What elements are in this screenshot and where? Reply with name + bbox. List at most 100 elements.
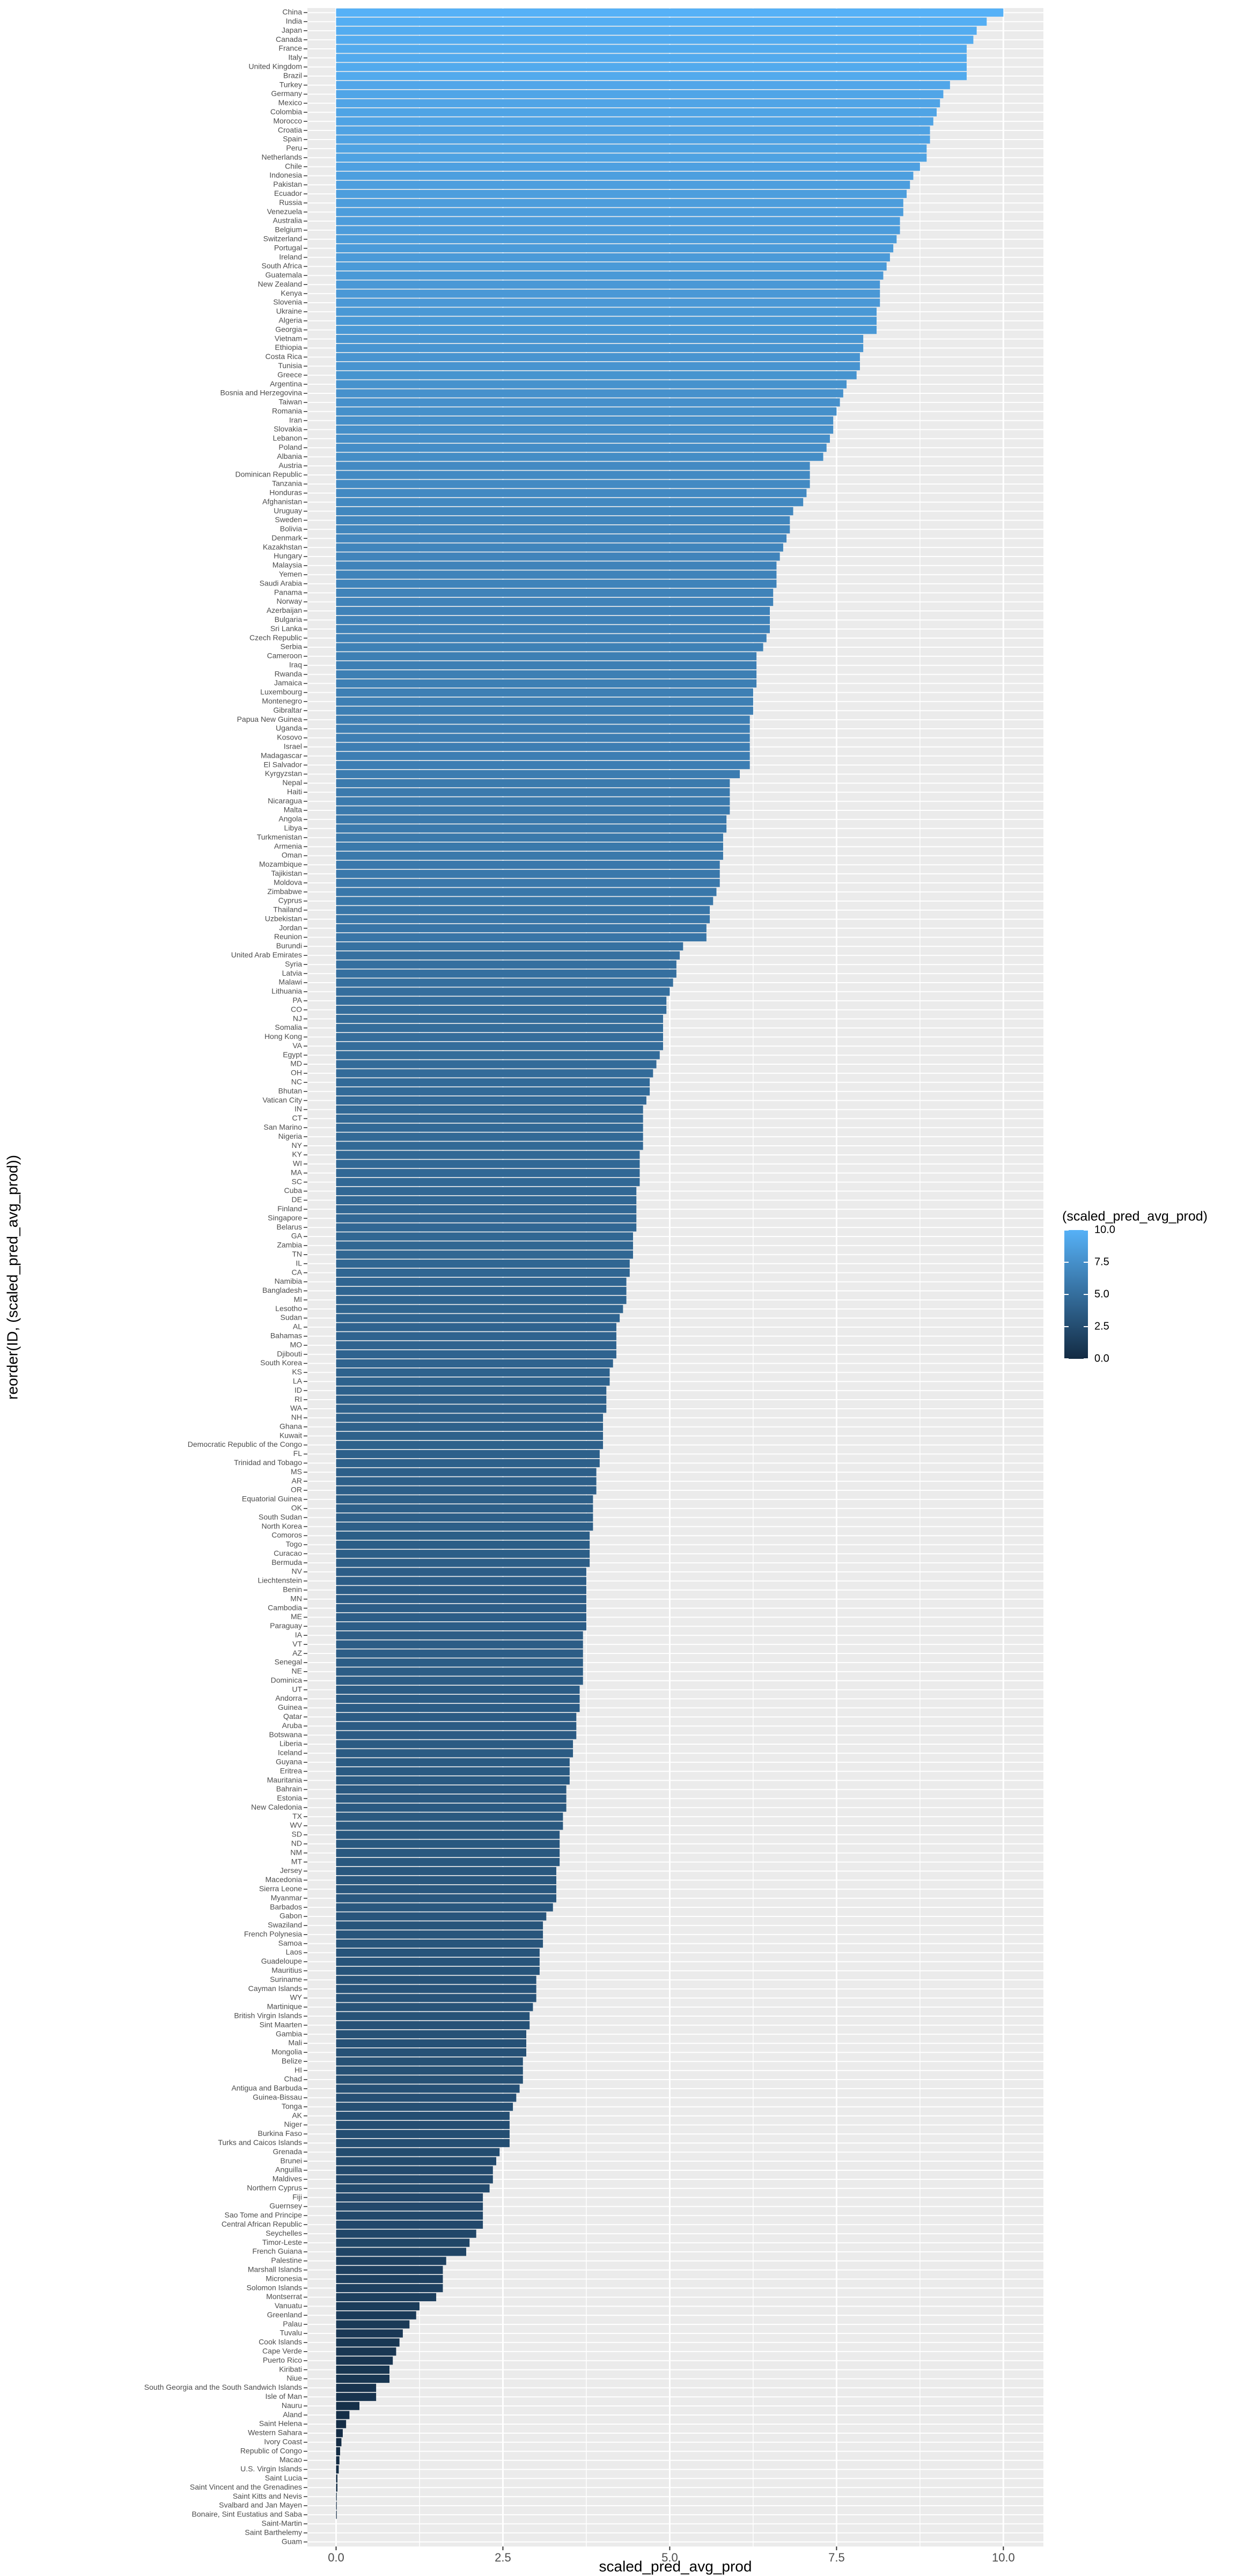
- y-tick-label: Burkina Faso: [258, 2129, 303, 2138]
- bar: [336, 1876, 556, 1884]
- bar: [336, 1558, 590, 1567]
- y-tick-label: HI: [295, 2066, 302, 2074]
- bar: [336, 1975, 536, 1984]
- legend-label: 5.0: [1094, 1288, 1109, 1300]
- bar: [336, 262, 887, 271]
- bar: [336, 1423, 604, 1431]
- y-tick-label: Iceland: [278, 1748, 302, 1757]
- y-tick-label: Uganda: [276, 724, 302, 733]
- y-tick-label: China: [282, 8, 302, 16]
- bar: [336, 108, 937, 116]
- bar: [336, 978, 673, 987]
- y-tick-label: Tajikistan: [271, 869, 302, 877]
- y-tick-label: Poland: [278, 443, 302, 451]
- y-tick-label: Cayman Islands: [248, 1984, 302, 1993]
- y-tick-label: Nauru: [282, 2401, 302, 2410]
- bar: [336, 389, 843, 398]
- y-tick-label: Guam: [282, 2537, 302, 2545]
- bar: [336, 1985, 536, 1993]
- bar: [336, 534, 787, 543]
- y-tick-label: Fiji: [292, 2192, 302, 2201]
- bar: [336, 1359, 613, 1368]
- y-tick-label: Zimbabwe: [267, 887, 302, 896]
- y-tick-label: Israel: [284, 742, 302, 750]
- y-tick-label: Dominican Republic: [235, 470, 302, 479]
- bar: [336, 1377, 610, 1386]
- bar: [336, 271, 884, 280]
- y-tick-label: Equatorial Guinea: [242, 1495, 302, 1503]
- bar: [336, 416, 834, 425]
- y-tick-label: Andorra: [275, 1694, 302, 1702]
- y-tick-label: Saudi Arabia: [260, 579, 303, 587]
- bar: [336, 2357, 393, 2365]
- bar: [336, 851, 723, 860]
- bar: [336, 997, 667, 1005]
- x-tick-label: 7.5: [828, 2551, 845, 2564]
- y-tick-label: Kuwait: [279, 1431, 302, 1439]
- y-tick-label: French Polynesia: [244, 1929, 302, 1938]
- y-tick-label: Libya: [284, 824, 303, 832]
- bar: [336, 2030, 526, 2039]
- bar: [336, 1522, 593, 1531]
- y-tick-label: Netherlands: [262, 152, 303, 161]
- y-tick-label: Panama: [274, 588, 302, 596]
- bar: [336, 869, 720, 878]
- bar: [336, 489, 807, 497]
- bar: [336, 1713, 577, 1721]
- y-tick-label: Morocco: [273, 116, 302, 125]
- bar: [336, 2266, 443, 2274]
- legend-label: 2.5: [1094, 1320, 1109, 1332]
- bar: [336, 2392, 377, 2401]
- bar: [336, 1450, 600, 1459]
- y-tick-label: NV: [292, 1567, 303, 1576]
- y-tick-label: Seychelles: [266, 2229, 302, 2237]
- bar: [336, 760, 750, 770]
- bar: [336, 1187, 637, 1196]
- y-tick-label: Svalbard and Jan Mayen: [219, 2501, 302, 2509]
- y-tick-label: IN: [295, 1104, 302, 1113]
- bar: [336, 652, 757, 661]
- y-tick-label: OR: [291, 1485, 302, 1494]
- bar: [336, 2175, 493, 2184]
- y-tick-label: NY: [292, 1141, 303, 1150]
- y-tick-label: Tonga: [282, 2102, 302, 2110]
- y-tick-label: Mauritius: [271, 1966, 302, 1974]
- y-tick-label: ID: [295, 1386, 302, 1394]
- bar: [336, 1694, 580, 1703]
- bar: [336, 1731, 577, 1739]
- bar: [336, 80, 950, 90]
- y-tick-label: WV: [290, 1821, 302, 1829]
- y-tick-label: MS: [291, 1467, 302, 1476]
- bar: [336, 1459, 600, 1467]
- y-tick-label: Micronesia: [266, 2274, 302, 2282]
- y-tick-label: Albania: [277, 452, 302, 460]
- y-tick-label: Guatemala: [266, 270, 303, 279]
- y-tick-label: Italy: [288, 53, 302, 62]
- bar: [336, 289, 880, 298]
- bar: [336, 1840, 560, 1848]
- bar: [336, 2383, 377, 2392]
- x-tick-label: 2.5: [495, 2551, 511, 2564]
- y-tick-label: United Arab Emirates: [231, 950, 302, 959]
- y-tick-label: Ivory Coast: [264, 2437, 302, 2446]
- bar: [336, 1930, 543, 1939]
- bar: [336, 1622, 586, 1630]
- bar: [336, 1831, 560, 1839]
- y-tick-label: Kiribati: [279, 2365, 302, 2373]
- bar: [336, 1849, 560, 1857]
- y-tick-label: Suriname: [270, 1975, 302, 1984]
- bar: [336, 779, 730, 787]
- bar: [336, 1368, 610, 1377]
- bar: [336, 35, 974, 44]
- y-tick-label: UT: [292, 1685, 302, 1693]
- y-tick-label: Bonaire, Sint Eustatius and Saba: [192, 2510, 303, 2519]
- bar: [336, 580, 777, 588]
- bar: [336, 1051, 660, 1059]
- y-tick-label: OK: [291, 1503, 303, 1512]
- bar: [336, 362, 860, 370]
- y-tick-label: Slovakia: [274, 425, 302, 433]
- bar: [336, 824, 727, 833]
- bar: [336, 380, 847, 389]
- bar: [336, 2429, 343, 2438]
- y-tick-label: New Caledonia: [251, 1803, 302, 1811]
